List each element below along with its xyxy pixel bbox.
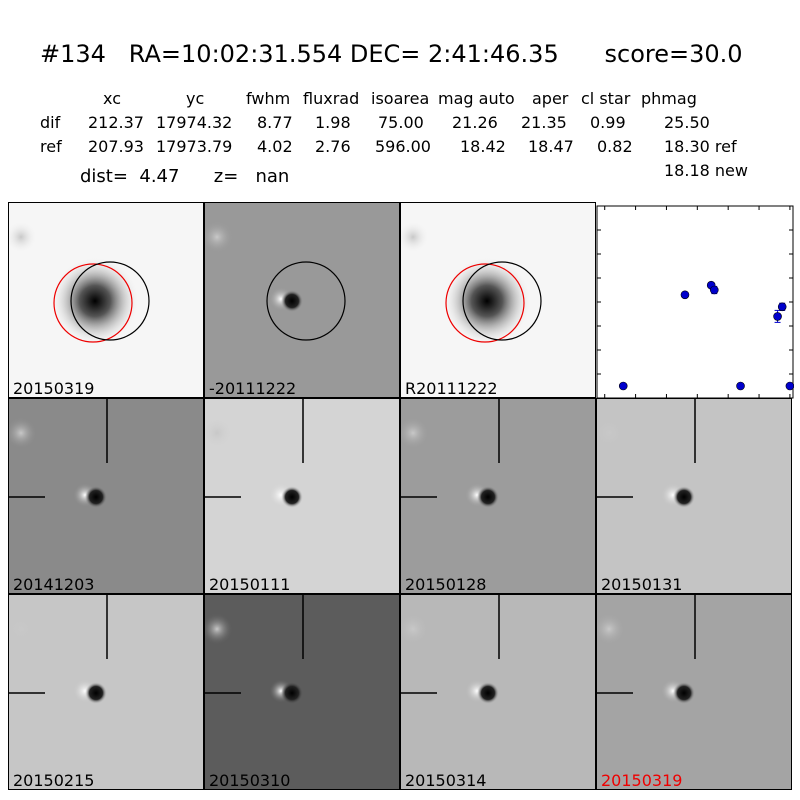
panel-date-label: 20150319 (13, 379, 95, 398)
panel-date-label: 20150319 (601, 771, 683, 790)
x-tick-label: −100 (614, 399, 658, 400)
dipole-negative (281, 486, 303, 508)
plot-frame (596, 205, 794, 399)
col-aper: aper (532, 89, 569, 108)
cell-xc: 212.37 (88, 113, 144, 132)
cell-phmag: 18.30 ref (664, 137, 737, 156)
panel-date-label: 20150128 (405, 575, 487, 594)
col-fwhm: fwhm (246, 89, 291, 108)
cutout-panel: 20150314 (400, 594, 596, 790)
cutout-panel: 20150319 (596, 594, 792, 790)
cutout-panel: 20150215 (8, 594, 204, 790)
x-tick-label: −60 (680, 399, 714, 400)
data-point (785, 381, 794, 391)
cell-fluxrad: 1.98 (315, 113, 351, 132)
col-yc: yc (186, 89, 205, 108)
col-phmag: phmag (641, 89, 697, 108)
ref-aperture-circle (53, 263, 133, 343)
cell-fwhm: 4.02 (257, 137, 293, 156)
cutout-panel: 20150131 (596, 398, 792, 594)
cell-phmag: 25.50 (664, 113, 710, 132)
cell-mag-auto: 21.26 (452, 113, 498, 132)
x-tick-label: −80 (650, 399, 684, 400)
lightcurve-plot: 181920212223242526−120−100−80−60−40−200 (596, 205, 794, 400)
distance-readout: dist= 4.47 z= nan (80, 166, 290, 187)
panel-date-label: -20111222 (209, 379, 297, 398)
dipole-negative (477, 486, 499, 508)
data-point (709, 285, 719, 295)
dipole-negative (85, 682, 107, 704)
source-blob (443, 257, 531, 345)
cell-cl-star: 0.82 (597, 137, 633, 156)
data-point (777, 302, 787, 312)
faint-source (597, 417, 625, 449)
cutout-panel: 20141203 (8, 398, 204, 594)
dif-aperture-circle (266, 261, 346, 341)
faint-source (401, 613, 429, 645)
dipole-negative (673, 682, 695, 704)
panel-date-label: 20141203 (13, 575, 95, 594)
cell-cl-star: 0.99 (590, 113, 626, 132)
panel-date-label: 20150310 (209, 771, 291, 790)
col-fluxrad: fluxrad (303, 89, 360, 108)
panel-date-label: 20150131 (601, 575, 683, 594)
faint-source (9, 221, 37, 253)
col-xc: xc (103, 89, 121, 108)
faint-source (401, 221, 429, 253)
dipole-negative (281, 682, 303, 704)
cutout-panel: R20111222 (400, 202, 596, 398)
row-label: dif (40, 113, 61, 132)
panel-date-label: 20150215 (13, 771, 95, 790)
cutout-panel: -20111222 (204, 202, 400, 398)
cutout-panel: 20150111 (204, 398, 400, 594)
ref-aperture-circle (445, 263, 525, 343)
panel-date-label: R20111222 (405, 379, 498, 398)
faint-source (205, 613, 233, 645)
data-point (618, 381, 628, 391)
faint-source (401, 417, 429, 449)
cutout-panel: 20150128 (400, 398, 596, 594)
cell-isoarea: 75.00 (378, 113, 424, 132)
row-label: ref (40, 137, 62, 156)
candidate-title: #134 RA=10:02:31.554 DEC= 2:41:46.35 sco… (40, 40, 743, 68)
dipole-negative (673, 486, 695, 508)
cell-xc: 207.93 (88, 137, 144, 156)
cell-fluxrad: 2.76 (315, 137, 351, 156)
cell-aper: 18.47 (528, 137, 574, 156)
data-point (773, 312, 782, 321)
cutout-panel: 20150319 (8, 202, 204, 398)
cell-mag-auto: 18.42 (460, 137, 506, 156)
col-isoarea: isoarea (371, 89, 430, 108)
panel-date-label: 20150314 (405, 771, 487, 790)
cell-isoarea: 596.00 (375, 137, 431, 156)
col-cl-star: cl star (581, 89, 631, 108)
col-mag-auto: mag auto (438, 89, 515, 108)
faint-source (597, 613, 625, 645)
data-point (680, 290, 690, 300)
dif-aperture-circle (70, 261, 150, 341)
dipole-negative (281, 290, 303, 312)
phmag-new: 18.18 new (664, 161, 748, 180)
x-tick-label: −20 (742, 399, 776, 400)
panel-date-label: 20150111 (209, 575, 291, 594)
cell-yc: 17974.32 (156, 113, 233, 132)
cell-aper: 21.35 (521, 113, 567, 132)
cell-fwhm: 8.77 (257, 113, 293, 132)
faint-source (205, 417, 233, 449)
cutout-panel: 20150310 (204, 594, 400, 790)
dif-aperture-circle (462, 261, 542, 341)
dipole-negative (85, 486, 107, 508)
dipole-negative (477, 682, 499, 704)
faint-source (9, 417, 37, 449)
data-point (736, 381, 745, 391)
faint-source (9, 613, 37, 645)
faint-source (205, 221, 233, 253)
cell-yc: 17973.79 (156, 137, 233, 156)
source-blob (51, 257, 139, 345)
x-tick-label: −40 (711, 399, 745, 400)
x-tick-label: 0 (785, 399, 794, 400)
x-tick-label: −120 (596, 399, 627, 400)
